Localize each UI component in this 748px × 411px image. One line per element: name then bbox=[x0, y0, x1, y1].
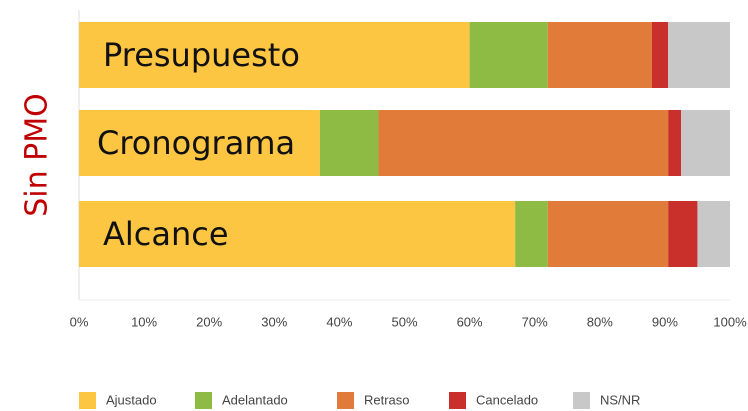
legend-label: NS/NR bbox=[600, 392, 640, 407]
x-tick-label: 20% bbox=[196, 314, 222, 329]
x-tick-label: 10% bbox=[131, 314, 157, 329]
bar-segment bbox=[651, 22, 669, 88]
bar-segment bbox=[319, 110, 379, 176]
x-tick-label: 70% bbox=[522, 314, 548, 329]
x-tick-label: 0% bbox=[70, 314, 89, 329]
bar-segment bbox=[79, 110, 320, 176]
category-label: Cronograma bbox=[97, 124, 295, 162]
bar-segment bbox=[668, 201, 698, 267]
legend-swatch bbox=[337, 392, 354, 409]
legend-swatch bbox=[449, 392, 466, 409]
legend-swatch bbox=[195, 392, 212, 409]
bar-segment bbox=[547, 22, 652, 88]
legend-label: Adelantado bbox=[222, 392, 288, 407]
legend-swatch bbox=[79, 392, 96, 409]
legend-label: Ajustado bbox=[106, 392, 157, 407]
x-tick-label: 40% bbox=[326, 314, 352, 329]
bar-segment bbox=[79, 201, 516, 267]
x-tick-label: 80% bbox=[587, 314, 613, 329]
legend-swatch bbox=[573, 392, 590, 409]
x-tick-label: 100% bbox=[713, 314, 747, 329]
x-tick-label: 50% bbox=[391, 314, 417, 329]
bar-segment bbox=[668, 22, 730, 88]
bar-segment bbox=[469, 22, 548, 88]
bar-segment bbox=[79, 22, 470, 88]
bar-segment bbox=[515, 201, 548, 267]
bar-segment bbox=[378, 110, 669, 176]
bar-segment bbox=[681, 110, 730, 176]
bar-segment bbox=[547, 201, 669, 267]
legend-label: Cancelado bbox=[476, 392, 538, 407]
category-label: Presupuesto bbox=[103, 36, 300, 74]
bar-segment bbox=[697, 201, 730, 267]
category-label: Alcance bbox=[103, 215, 229, 253]
x-tick-label: 30% bbox=[261, 314, 287, 329]
x-tick-label: 60% bbox=[457, 314, 483, 329]
legend-label: Retraso bbox=[364, 392, 410, 407]
y-axis-label: Sin PMO bbox=[20, 93, 55, 217]
bar-segment bbox=[668, 110, 682, 176]
x-tick-label: 90% bbox=[652, 314, 678, 329]
